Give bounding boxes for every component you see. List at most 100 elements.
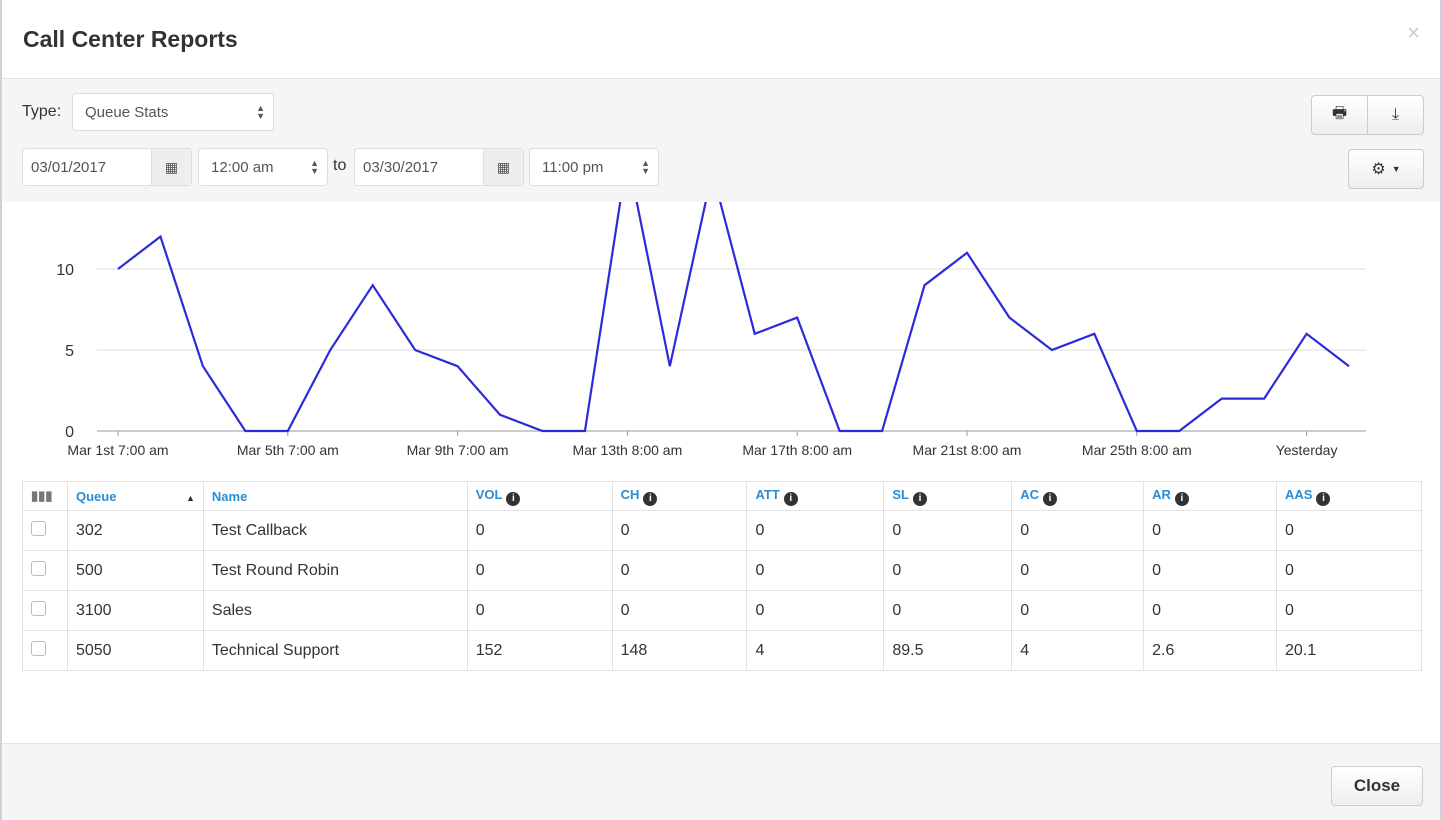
download-button[interactable]: ⤓ — [1367, 95, 1424, 135]
x-tick-label: Mar 1st 7:00 am — [67, 442, 168, 458]
calendar-icon[interactable]: ▦ — [151, 149, 191, 185]
cell-queue: 5050 — [66, 630, 204, 671]
cell-name: Test Round Robin — [202, 550, 468, 591]
settings-dropdown-button[interactable]: ⚙ ▼ — [1348, 149, 1424, 189]
column-header-vol[interactable]: VOL i — [466, 481, 613, 511]
cell-vol: 152 — [466, 630, 613, 671]
calendar-icon[interactable]: ▦ — [483, 149, 523, 185]
column-header-name[interactable]: Name — [202, 481, 468, 511]
caret-down-icon: ▼ — [1391, 164, 1401, 174]
info-icon[interactable]: i — [1316, 491, 1331, 506]
series-line — [117, 202, 1350, 433]
cell-ac: 0 — [1011, 590, 1145, 631]
info-icon[interactable]: i — [506, 491, 521, 506]
table-row: 302 Test Callback 0 0 0 0 0 0 0 — [22, 510, 1422, 551]
column-label: VOL — [475, 486, 503, 502]
row-checkbox[interactable] — [31, 560, 46, 576]
row-checkbox[interactable] — [31, 600, 46, 616]
info-icon[interactable]: i — [783, 491, 798, 506]
y-tick-label: 10 — [56, 262, 74, 279]
cell-name: Sales — [202, 590, 468, 631]
x-tick-label: Mar 17th 8:00 am — [742, 442, 852, 458]
queue-stats-table: ▮▮▮ Queue ▲ Name VOL i CH i ATT i SL i AC i AR i AAS i 30… — [22, 481, 1422, 671]
column-label: Queue — [75, 488, 117, 504]
type-select[interactable]: Queue Stats ▲ ▼ — [72, 93, 274, 131]
column-header-ac[interactable]: AC i — [1011, 481, 1145, 511]
column-label: ATT — [755, 486, 780, 502]
table-row: 3100 Sales 0 0 0 0 0 0 0 — [22, 590, 1422, 631]
column-label: CH — [620, 486, 640, 502]
cell-ac: 0 — [1011, 510, 1145, 551]
column-header-queue[interactable]: Queue ▲ — [66, 481, 204, 511]
cell-ch: 148 — [611, 630, 748, 671]
end-date-value: 03/30/2017 — [363, 158, 439, 176]
print-button[interactable]: 🖶 — [1311, 95, 1368, 135]
cell-name: Technical Support — [202, 630, 468, 671]
end-time-select[interactable]: 11:00 pm ▲ ▼ — [529, 148, 659, 186]
info-icon[interactable]: i — [643, 491, 658, 506]
row-select-cell — [22, 550, 68, 591]
select-arrows-icon: ▲ ▼ — [641, 158, 650, 176]
row-checkbox[interactable] — [31, 520, 46, 536]
start-time-select[interactable]: 12:00 am ▲ ▼ — [198, 148, 328, 186]
cell-ar: 0 — [1143, 590, 1278, 631]
cell-aas: 20.1 — [1276, 630, 1422, 671]
cell-vol: 0 — [466, 590, 613, 631]
cell-ch: 0 — [611, 550, 748, 591]
column-label: Name — [211, 488, 248, 504]
row-checkbox[interactable] — [31, 640, 46, 656]
cell-sl: 89.5 — [883, 630, 1013, 671]
cell-vol: 0 — [466, 510, 613, 551]
info-icon[interactable]: i — [1043, 491, 1058, 506]
chart-toggle-header[interactable]: ▮▮▮ — [22, 481, 68, 511]
modal-footer: Close — [2, 743, 1440, 820]
cell-sl: 0 — [883, 550, 1013, 591]
end-date-input[interactable]: 03/30/2017 ▦ — [354, 148, 524, 186]
table-row: 5050 Technical Support 152 148 4 89.5 4 2.6 20.1 — [22, 630, 1422, 671]
cell-sl: 0 — [883, 510, 1013, 551]
line-chart: 0 5 10 Mar 1st 7:00 am Mar 5th 7:00 am Mar 9t… — [56, 202, 1366, 458]
cell-sl: 0 — [883, 590, 1013, 631]
column-header-aas[interactable]: AAS i — [1276, 481, 1422, 511]
column-header-ch[interactable]: CH i — [611, 481, 748, 511]
cell-aas: 0 — [1276, 550, 1422, 591]
cell-queue: 500 — [66, 550, 204, 591]
x-tick-label: Mar 21st 8:00 am — [913, 442, 1022, 458]
column-header-att[interactable]: ATT i — [746, 481, 885, 511]
cell-ar: 0 — [1143, 550, 1278, 591]
close-icon[interactable]: × — [1407, 20, 1420, 45]
start-date-input[interactable]: 03/01/2017 ▦ — [22, 148, 192, 186]
column-header-sl[interactable]: SL i — [883, 481, 1013, 511]
cell-ar: 2.6 — [1143, 630, 1278, 671]
column-header-ar[interactable]: AR i — [1143, 481, 1278, 511]
cell-ar: 0 — [1143, 510, 1278, 551]
gear-icon: ⚙ — [1371, 161, 1386, 178]
select-arrows-icon: ▲ ▼ — [256, 103, 265, 121]
download-icon: ⤓ — [1391, 106, 1400, 123]
info-icon[interactable]: i — [912, 491, 927, 506]
start-date-value: 03/01/2017 — [31, 158, 107, 176]
close-button[interactable]: Close — [1331, 766, 1423, 806]
cell-queue: 302 — [66, 510, 204, 551]
cell-att: 0 — [746, 590, 885, 631]
info-icon[interactable]: i — [1174, 491, 1189, 506]
bar-chart-icon: ▮▮▮ — [31, 488, 53, 503]
start-time-value: 12:00 am — [211, 158, 274, 176]
sort-asc-icon: ▲ — [185, 492, 195, 503]
cell-ac: 4 — [1011, 630, 1145, 671]
to-label: to — [333, 157, 347, 174]
y-tick-label: 5 — [65, 343, 74, 360]
cell-aas: 0 — [1276, 510, 1422, 551]
column-label: AAS — [1285, 486, 1313, 502]
print-icon: 🖶 — [1331, 104, 1348, 122]
column-label: SL — [892, 486, 909, 502]
x-tick-label: Mar 9th 7:00 am — [407, 442, 509, 458]
column-label: AC — [1020, 486, 1040, 502]
column-label: AR — [1152, 486, 1171, 502]
select-arrows-icon: ▲ ▼ — [310, 158, 319, 176]
cell-aas: 0 — [1276, 590, 1422, 631]
row-select-cell — [22, 590, 68, 631]
x-tick-label: Mar 13th 8:00 am — [573, 442, 683, 458]
cell-queue: 3100 — [66, 590, 204, 631]
